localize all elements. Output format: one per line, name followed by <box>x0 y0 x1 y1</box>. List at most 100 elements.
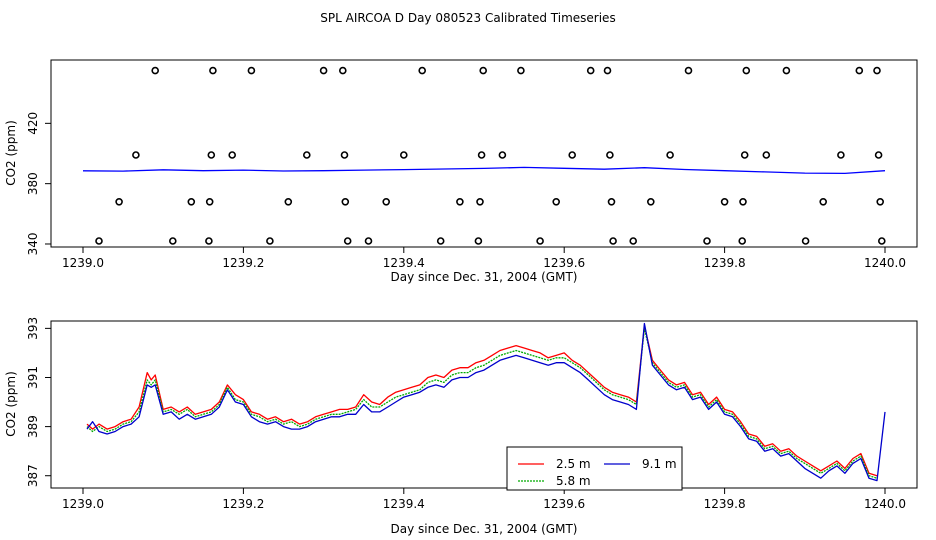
bottom-x-axis: 1239.0 1239.2 1239.4 1239.6 1239.8 1240.0 <box>62 488 906 511</box>
data-point <box>343 237 352 245</box>
data-point <box>855 66 864 75</box>
data-point <box>477 151 486 159</box>
x-tick-label: 1239.2 <box>222 497 264 511</box>
data-point <box>740 151 749 159</box>
data-point <box>284 198 293 206</box>
data-point <box>517 66 525 75</box>
data-point <box>586 66 595 75</box>
data-point <box>629 237 638 245</box>
data-point <box>340 151 349 159</box>
legend-box <box>506 446 683 491</box>
data-point <box>742 66 751 75</box>
data-point <box>498 151 507 159</box>
data-point <box>720 198 729 206</box>
top-y-axis-label: CO2 (ppm) <box>4 120 18 186</box>
data-point <box>684 66 693 75</box>
data-point <box>703 237 711 245</box>
data-point <box>646 198 655 206</box>
data-point <box>607 198 616 206</box>
data-point <box>418 66 427 75</box>
data-point <box>738 237 747 245</box>
x-tick-label: 1239.8 <box>704 256 746 270</box>
data-point <box>762 151 771 159</box>
data-point <box>603 66 612 75</box>
top-panel: 1239.0 1239.2 1239.4 1239.6 1239.8 1240.0 340… <box>4 59 918 284</box>
bottom-x-axis-label: Day since Dec. 31, 2004 (GMT) <box>391 522 578 536</box>
data-point <box>474 237 483 245</box>
top-co2-line <box>82 166 886 175</box>
y-tick-label: 393 <box>26 317 40 340</box>
x-tick-label: 1239.0 <box>62 497 104 511</box>
top-x-axis-label: Day since Dec. 31, 2004 (GMT) <box>391 270 578 284</box>
top-x-axis: 1239.0 1239.2 1239.4 1239.6 1239.8 1240.0 <box>62 247 906 270</box>
data-point <box>338 66 347 75</box>
y-tick-label: 420 <box>26 112 40 135</box>
data-point <box>436 237 445 245</box>
y-tick-label: 387 <box>26 464 40 487</box>
figure-title: SPL AIRCOA D Day 080523 Calibrated Times… <box>320 11 615 25</box>
data-point <box>209 66 217 75</box>
x-tick-label: 1239.8 <box>704 497 746 511</box>
data-point <box>151 66 159 75</box>
bottom-panel: 1239.0 1239.2 1239.4 1239.6 1239.8 1240.0 387… <box>4 317 918 536</box>
y-tick-label: 380 <box>26 172 40 195</box>
data-point <box>782 66 791 75</box>
data-point <box>568 151 577 159</box>
legend-label-9-1m: 9.1 m <box>642 457 677 471</box>
data-point <box>382 198 391 206</box>
x-tick-label: 1239.4 <box>383 256 425 270</box>
legend-label-2-5m: 2.5 m <box>556 457 591 471</box>
data-point <box>302 151 311 159</box>
x-tick-label: 1239.6 <box>543 256 585 270</box>
x-tick-label: 1240.0 <box>864 497 906 511</box>
data-point <box>456 198 464 206</box>
data-point <box>876 198 885 206</box>
data-point <box>115 198 123 206</box>
data-point <box>341 198 350 206</box>
data-point <box>228 151 236 159</box>
data-point <box>874 151 883 159</box>
data-point <box>319 66 328 75</box>
x-tick-label: 1239.0 <box>62 256 104 270</box>
data-point <box>205 237 213 245</box>
data-point <box>739 198 747 206</box>
y-tick-label: 391 <box>26 366 40 389</box>
data-point <box>207 151 216 159</box>
y-tick-label: 389 <box>26 415 40 438</box>
y-tick-label: 340 <box>26 233 40 256</box>
series-line-2-5-m <box>86 325 878 477</box>
data-point <box>666 151 674 159</box>
data-point <box>873 66 881 75</box>
data-point <box>877 237 886 245</box>
data-point <box>95 237 103 245</box>
x-tick-label: 1239.6 <box>543 497 585 511</box>
data-point <box>132 151 140 159</box>
data-point <box>247 66 256 75</box>
data-point <box>205 198 214 206</box>
x-tick-label: 1239.4 <box>383 497 425 511</box>
top-y-axis: 340 380 420 <box>26 112 51 256</box>
top-plot-frame <box>50 59 918 248</box>
data-point <box>479 66 488 75</box>
bottom-plot-frame <box>50 320 918 489</box>
top-markers <box>95 66 886 245</box>
legend: 2.5 m 5.8 m 9.1 m <box>506 446 683 491</box>
data-point <box>609 237 617 245</box>
data-point <box>801 237 810 245</box>
data-point <box>266 237 274 245</box>
bottom-y-axis: 387 389 391 393 <box>26 317 51 487</box>
x-tick-label: 1239.2 <box>222 256 264 270</box>
data-point <box>364 237 373 245</box>
x-tick-label: 1240.0 <box>864 256 906 270</box>
data-point <box>187 198 196 206</box>
data-point <box>837 151 845 159</box>
bottom-series-lines <box>86 322 886 482</box>
series-line-9-1-m <box>86 322 886 482</box>
data-point <box>536 237 544 245</box>
data-point <box>552 198 561 206</box>
bottom-y-axis-label: CO2 (ppm) <box>4 371 18 437</box>
data-point <box>169 237 177 245</box>
data-point <box>476 198 484 206</box>
data-point <box>399 151 408 159</box>
data-point <box>819 198 828 206</box>
